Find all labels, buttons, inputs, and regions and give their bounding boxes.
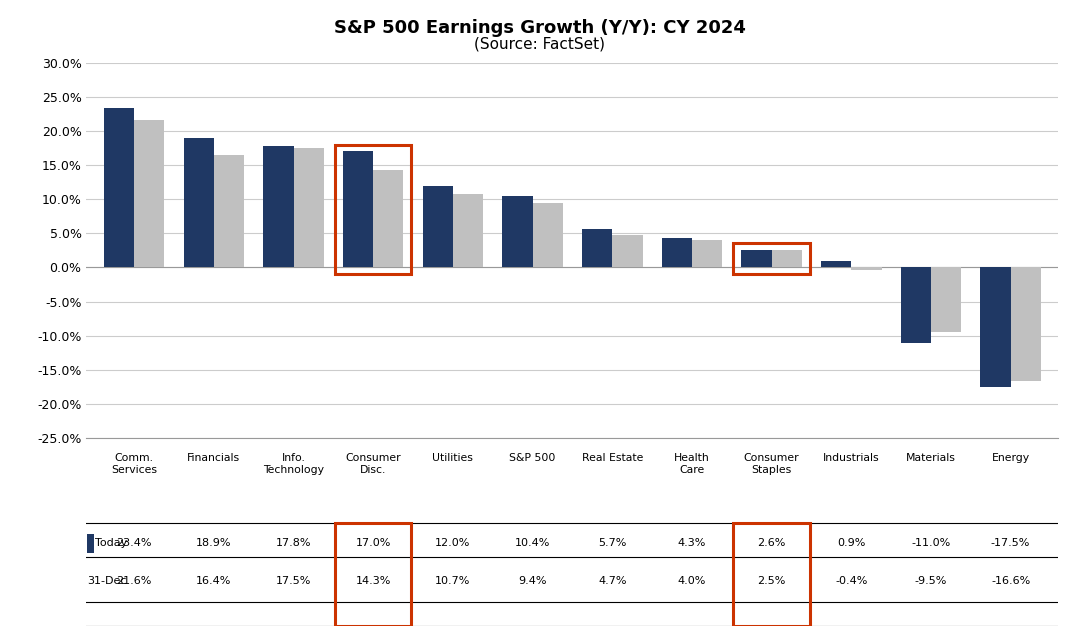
Bar [851, 267, 881, 270]
Text: 14.3%: 14.3% [355, 576, 391, 586]
Bar [771, 250, 801, 267]
Text: Utilities: Utilities [432, 453, 473, 463]
Text: 17.8%: 17.8% [275, 538, 311, 548]
Bar [374, 170, 404, 267]
Text: -9.5%: -9.5% [915, 576, 947, 586]
Text: 10.4%: 10.4% [515, 538, 550, 548]
Text: 2.6%: 2.6% [757, 538, 786, 548]
Bar [692, 240, 723, 267]
Bar [741, 250, 771, 267]
Text: Info.
Technology: Info. Technology [264, 453, 324, 475]
Text: S&P 500: S&P 500 [510, 453, 556, 463]
Text: Financials: Financials [187, 453, 241, 463]
Text: Energy: Energy [991, 453, 1029, 463]
Bar [821, 261, 851, 267]
Text: Comm.
Services: Comm. Services [111, 453, 158, 475]
Bar [264, 146, 294, 267]
Bar [502, 197, 532, 267]
Bar [422, 185, 453, 267]
Text: Real Estate: Real Estate [581, 453, 643, 463]
Text: 21.6%: 21.6% [117, 576, 152, 586]
Text: Industrials: Industrials [823, 453, 879, 463]
Text: 23.4%: 23.4% [117, 538, 152, 548]
Text: Consumer
Staples: Consumer Staples [744, 453, 799, 475]
Text: S&P 500 Earnings Growth (Y/Y): CY 2024: S&P 500 Earnings Growth (Y/Y): CY 2024 [334, 19, 746, 37]
Text: (Source: FactSet): (Source: FactSet) [474, 36, 606, 51]
Text: Health
Care: Health Care [674, 453, 710, 475]
Bar [214, 155, 244, 267]
Bar [1011, 267, 1041, 381]
Text: 9.4%: 9.4% [518, 576, 546, 586]
Text: -11.0%: -11.0% [912, 538, 950, 548]
Text: 4.3%: 4.3% [678, 538, 706, 548]
Text: 31-Dec: 31-Dec [87, 576, 126, 586]
Text: 2.5%: 2.5% [757, 576, 786, 586]
Text: 0.9%: 0.9% [837, 538, 865, 548]
Bar [134, 120, 164, 267]
Text: 18.9%: 18.9% [197, 538, 231, 548]
Text: -16.6%: -16.6% [991, 576, 1030, 586]
Text: 12.0%: 12.0% [435, 538, 471, 548]
Text: Consumer
Disc.: Consumer Disc. [346, 453, 401, 475]
Text: -0.4%: -0.4% [835, 576, 867, 586]
Text: 10.7%: 10.7% [435, 576, 471, 586]
Bar [582, 228, 612, 267]
Text: 17.0%: 17.0% [355, 538, 391, 548]
Text: 5.7%: 5.7% [598, 538, 626, 548]
Bar [87, 534, 94, 553]
Text: -17.5%: -17.5% [991, 538, 1030, 548]
Bar [343, 151, 374, 267]
Bar [662, 238, 692, 267]
Text: Materials: Materials [906, 453, 956, 463]
Text: 17.5%: 17.5% [275, 576, 311, 586]
Text: 4.0%: 4.0% [678, 576, 706, 586]
Bar [453, 195, 483, 267]
Bar [294, 148, 324, 267]
Bar [532, 203, 563, 267]
Bar [981, 267, 1011, 387]
Bar [612, 235, 643, 267]
Text: 16.4%: 16.4% [197, 576, 231, 586]
Text: 4.7%: 4.7% [598, 576, 626, 586]
Bar [184, 138, 214, 267]
Bar [931, 267, 961, 332]
Bar [901, 267, 931, 342]
Text: Today: Today [95, 538, 127, 548]
Bar [104, 108, 134, 267]
